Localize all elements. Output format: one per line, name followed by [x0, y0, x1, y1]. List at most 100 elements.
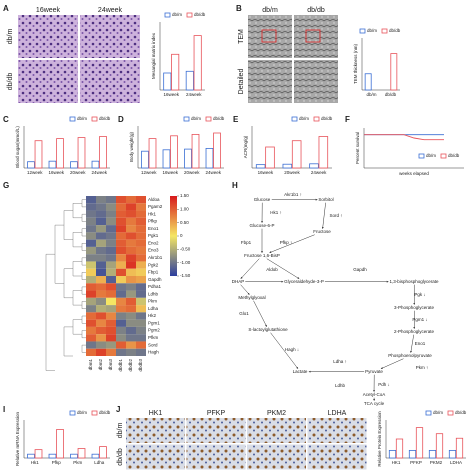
- heat-cell: [86, 305, 96, 313]
- column-label: 16week: [36, 7, 61, 14]
- x-tick-label: PKM2: [430, 460, 443, 465]
- heat-cell: [136, 268, 146, 276]
- micrograph: [80, 60, 140, 103]
- heat-cell: [96, 334, 106, 342]
- heat-cell: [126, 203, 136, 211]
- dendrogram: [81, 272, 86, 280]
- heat-cell: [126, 283, 136, 291]
- heat-cell: [86, 312, 96, 320]
- row-label: Akr1b1: [148, 255, 163, 260]
- pathway-node: S-lactoylglutathione: [248, 327, 288, 332]
- pathway-arrow: [410, 334, 414, 353]
- heat-cell: [86, 297, 96, 306]
- heat-cell: [116, 290, 126, 298]
- dendrogram: [72, 319, 82, 335]
- heat-cell: [86, 203, 96, 211]
- heat-cell: [136, 261, 146, 269]
- heat-cell: [96, 341, 106, 349]
- bar: [56, 138, 64, 169]
- legend-label: db/db: [99, 410, 111, 415]
- row-label: Eno3: [148, 248, 159, 253]
- bar: [191, 133, 200, 169]
- pathway-node: Akr1b1 ↑: [284, 192, 302, 197]
- heat-cell: [106, 290, 116, 298]
- legend-swatch: [440, 153, 447, 159]
- pathway-arrow: [269, 234, 315, 253]
- pathway-node: Pfkp ↑: [280, 240, 293, 245]
- column-label: HK1: [149, 410, 163, 417]
- heat-cell: [96, 210, 106, 218]
- legend-swatch: [381, 28, 388, 34]
- micrograph: [186, 444, 246, 470]
- heat-cell: [136, 254, 146, 262]
- pathway-arrow: [240, 284, 250, 295]
- row-label: Pdha1: [148, 284, 162, 289]
- heat-cell: [126, 246, 136, 255]
- heat-cell: [106, 305, 116, 313]
- micrograph: [186, 418, 246, 443]
- dendrogram: [81, 213, 86, 222]
- heat-cell: [96, 261, 106, 269]
- y-axis-label: Relative Protein Expression: [377, 411, 382, 467]
- column-label: dbdb2: [128, 359, 133, 372]
- y-axis-label: TEM thickness (nm): [353, 44, 358, 85]
- heat-cell: [116, 334, 126, 342]
- pathway-node: Ldha ↑: [333, 359, 347, 364]
- heat-cell: [86, 276, 96, 284]
- heat-cell: [96, 276, 106, 284]
- x-tick-label: Ldha: [94, 460, 105, 465]
- legend-label: db/db: [389, 28, 401, 33]
- color-bar: [170, 196, 177, 276]
- color-tick-label: 1.00: [180, 207, 189, 212]
- legend-swatch: [359, 28, 366, 34]
- bar: [291, 140, 302, 169]
- heat-cell: [126, 334, 136, 342]
- heat-cell: [126, 210, 136, 218]
- dendrogram: [72, 261, 82, 277]
- bar: [455, 437, 464, 459]
- dendrogram: [72, 203, 82, 219]
- heat-cell: [116, 297, 126, 306]
- panel-label: C: [3, 115, 9, 124]
- heat-cell: [126, 261, 136, 269]
- y-axis-label: Percent survival: [355, 132, 360, 164]
- heat-cell: [86, 196, 96, 204]
- bar: [27, 161, 35, 169]
- legend-swatch: [418, 153, 425, 159]
- heat-cell: [136, 196, 146, 204]
- micrograph: [247, 444, 306, 470]
- dendrogram: [81, 228, 86, 237]
- heat-cell: [116, 276, 126, 284]
- row-label: Eno2: [148, 240, 159, 245]
- heat-cell: [126, 290, 136, 298]
- pathway-node: TCA cycle: [364, 401, 385, 406]
- heat-cell: [86, 326, 96, 335]
- bar: [163, 72, 172, 91]
- heat-cell: [96, 312, 106, 320]
- heat-cell: [106, 312, 116, 320]
- dendrogram: [54, 224, 64, 284]
- legend-label: db/m: [172, 12, 182, 17]
- x-tick-label: 24week: [205, 170, 221, 175]
- legend-swatch: [91, 116, 98, 122]
- panel-label: J: [116, 405, 120, 414]
- x-tick-label: Pkm: [73, 460, 82, 465]
- legend-swatch: [313, 116, 320, 122]
- panel-label: I: [3, 405, 5, 414]
- legend-label: db/m: [191, 116, 201, 121]
- row-label: Pgk2: [148, 262, 159, 267]
- micrograph: [126, 444, 185, 470]
- heat-cell: [86, 210, 96, 218]
- x-tick-label: 12week: [141, 170, 157, 175]
- x-tick-label: 24week: [91, 170, 107, 175]
- dendrogram: [72, 290, 82, 306]
- bar: [193, 35, 202, 91]
- micrograph: [18, 60, 78, 103]
- pathway-node: Ldhb: [335, 383, 346, 388]
- bar: [428, 449, 437, 459]
- pathway-node: 1,3-bisphosphoglycerate: [389, 279, 439, 284]
- dendrogram: [63, 268, 73, 299]
- row-label: Pgm1: [148, 320, 160, 325]
- heat-cell: [86, 239, 96, 247]
- pathway-node: Methylglyoxal: [238, 295, 265, 300]
